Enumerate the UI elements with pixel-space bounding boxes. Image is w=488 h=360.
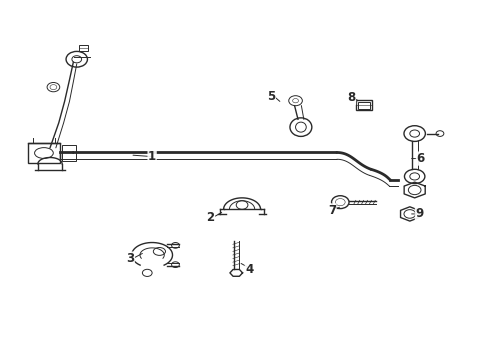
Text: 3: 3 bbox=[126, 252, 134, 265]
Bar bbox=[61, 145, 76, 161]
Text: 9: 9 bbox=[415, 207, 423, 220]
Text: 7: 7 bbox=[327, 204, 335, 217]
Text: 4: 4 bbox=[245, 263, 253, 276]
Text: 8: 8 bbox=[346, 91, 355, 104]
Text: 2: 2 bbox=[206, 211, 214, 224]
Bar bbox=[356, 100, 371, 111]
Text: 6: 6 bbox=[416, 152, 424, 165]
Text: 1: 1 bbox=[148, 150, 156, 163]
Bar bbox=[28, 143, 60, 163]
Bar bbox=[358, 102, 369, 109]
Bar bbox=[79, 45, 88, 51]
Text: 5: 5 bbox=[266, 90, 275, 103]
